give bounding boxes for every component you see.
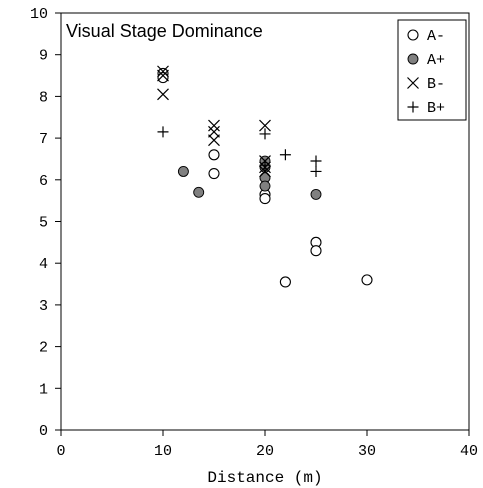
x-tick-label: 10 [154, 443, 172, 460]
point-b-plus [310, 155, 322, 167]
legend-label: A- [427, 28, 445, 45]
point-b-plus [259, 128, 271, 140]
point-a-plus [259, 180, 271, 192]
x-tick-label: 0 [56, 443, 65, 460]
y-tick-label: 8 [39, 89, 48, 106]
legend-marker-a-minus [407, 29, 419, 41]
y-axis: 0 1 2 3 4 5 6 7 8 9 10 [30, 6, 61, 440]
point-b-minus [208, 134, 220, 147]
y-tick-label: 0 [39, 423, 48, 440]
legend: A- A+ B- B+ [397, 19, 467, 121]
point-b-minus [208, 125, 220, 138]
x-tick-label: 30 [358, 443, 376, 460]
point-b-minus [259, 119, 271, 132]
y-tick-label: 6 [39, 173, 48, 190]
point-b-minus [157, 65, 169, 78]
point-b-minus [208, 119, 220, 132]
y-tick-label: 7 [39, 131, 48, 148]
y-tick-label: 5 [39, 215, 48, 232]
legend-label: B+ [427, 100, 445, 117]
point-a-minus [208, 149, 220, 161]
point-b-plus [259, 159, 271, 171]
legend-label: B- [427, 76, 445, 93]
point-b-minus [157, 69, 169, 82]
point-a-minus [259, 193, 271, 205]
point-a-minus [279, 276, 291, 288]
point-b-plus [310, 165, 322, 177]
chart-title: Visual Stage Dominance [66, 21, 263, 41]
point-b-minus [259, 165, 271, 178]
x-axis-label: Distance (m) [207, 469, 322, 487]
legend-marker-b-minus [407, 77, 419, 89]
x-tick-label: 40 [460, 443, 478, 460]
point-a-plus [310, 188, 322, 200]
point-a-minus [157, 72, 169, 84]
y-tick-label: 10 [30, 6, 48, 23]
point-a-plus [177, 166, 189, 177]
y-tick-label: 2 [39, 340, 48, 357]
legend-marker-a-plus [407, 53, 419, 65]
data-points [157, 65, 373, 288]
y-tick-label: 4 [39, 256, 48, 273]
point-a-minus [361, 274, 373, 286]
y-tick-label: 1 [39, 381, 48, 398]
y-tick-label: 9 [39, 48, 48, 65]
point-b-plus [157, 126, 169, 138]
point-b-plus [279, 149, 291, 161]
point-a-minus [310, 245, 322, 257]
x-tick-label: 20 [256, 443, 274, 460]
y-tick-label: 3 [39, 298, 48, 315]
point-b-minus [157, 88, 169, 101]
legend-label: A+ [427, 52, 445, 69]
point-a-plus [193, 186, 205, 198]
point-a-minus [208, 167, 220, 180]
x-axis: 0 10 20 30 40 [56, 430, 478, 460]
legend-marker-b-plus [407, 101, 419, 113]
